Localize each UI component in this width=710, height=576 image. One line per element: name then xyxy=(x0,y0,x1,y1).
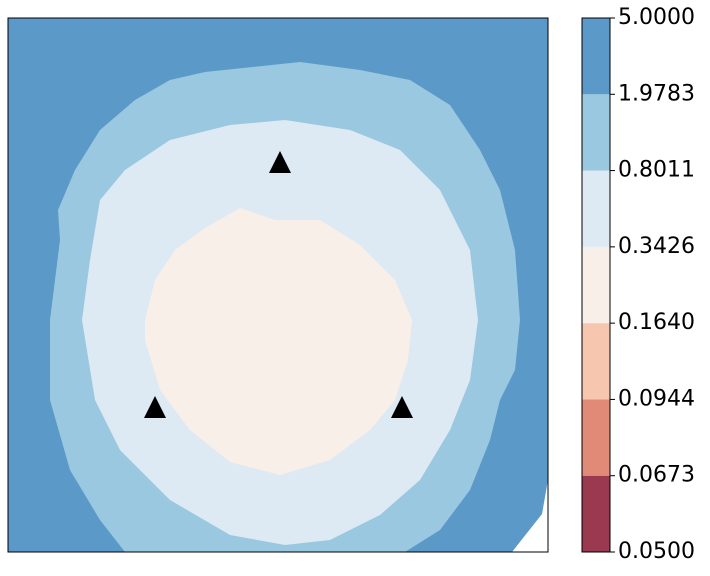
colorbar-tick-label: 0.0944 xyxy=(618,386,695,411)
contour-region xyxy=(145,208,412,475)
colorbar-band xyxy=(582,18,610,95)
colorbar-tick-label: 0.0673 xyxy=(618,463,695,488)
contour-region xyxy=(512,480,548,552)
colorbar-tick-label: 0.3426 xyxy=(618,234,695,259)
marker xyxy=(391,396,413,418)
colorbar-frame xyxy=(581,17,611,553)
colorbar-tick-label: 0.1640 xyxy=(618,310,695,335)
plot-frame xyxy=(7,17,549,553)
marker xyxy=(269,151,291,173)
colorbar-tick-label: 0.8011 xyxy=(618,158,695,183)
colorbar-tick-label: 5.0000 xyxy=(618,5,695,30)
colorbar-band xyxy=(582,399,610,476)
contour-plot xyxy=(7,17,549,553)
colorbar-band xyxy=(582,246,610,324)
colorbar-band xyxy=(582,94,610,171)
colorbar-tick-label: 0.0500 xyxy=(618,539,695,564)
marker xyxy=(144,396,166,418)
colorbar-band xyxy=(582,323,610,400)
colorbar-band xyxy=(582,475,610,552)
colorbar-tick-label: 1.9783 xyxy=(618,81,695,106)
colorbar: 0.0500 0.0673 0.0944 0.1640 0.3426 0.8011 1.97… xyxy=(581,5,695,564)
colorbar-band xyxy=(582,170,610,247)
